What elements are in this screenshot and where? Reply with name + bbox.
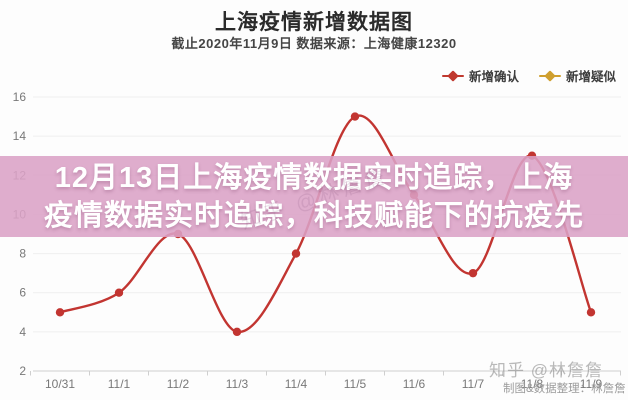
- data-point: [55, 308, 65, 317]
- y-tick-label: 4: [19, 325, 26, 339]
- headline-line-2: 疫情数据实时追踪，科技赋能下的抗疫先: [43, 199, 584, 232]
- data-point: [114, 288, 124, 297]
- line-diamond-marker-icon: [441, 69, 464, 82]
- credit-watermark: 制图&数据整理：林詹詹: [503, 383, 626, 395]
- headline-banner-overlay: 知乎 @林詹詹 12月13日上海疫情数据实时追踪，上海 疫情数据实时追踪，科技赋…: [0, 156, 628, 237]
- data-point: [468, 268, 478, 278]
- legend-item-new-confirmed[interactable]: 新增确认: [441, 66, 519, 85]
- data-point: [232, 327, 242, 337]
- legend-label: 新增确认: [468, 70, 519, 84]
- x-tick-label: 11/5: [344, 377, 367, 391]
- x-tick-label: 11/6: [403, 377, 426, 391]
- x-tick-label: 11/1: [108, 377, 131, 391]
- x-tick-label: 11/3: [226, 377, 249, 391]
- data-point: [291, 249, 301, 258]
- x-tick-label: 11/8: [521, 377, 544, 391]
- chart-legend: 新增确认 新增疑似: [441, 66, 616, 85]
- headline-line-1: 12月13日上海疫情数据实时追踪，上海: [54, 161, 574, 194]
- zhihu-watermark: 知乎 @林詹詹: [489, 361, 603, 380]
- data-point: [586, 308, 596, 317]
- y-tick-label: 2: [19, 364, 26, 378]
- x-tick-label: 11/2: [167, 377, 190, 391]
- x-tick-label: 11/7: [462, 377, 485, 391]
- y-tick-label: 14: [13, 129, 27, 143]
- chart-title: 上海疫情新增数据图: [215, 11, 413, 34]
- chart-subtitle: 截止2020年11月9日 数据来源：上海健康12320: [171, 36, 457, 51]
- y-tick-label: 16: [13, 90, 27, 104]
- line-diamond-marker-icon: [538, 69, 561, 82]
- legend-item-new-suspected[interactable]: 新增疑似: [538, 66, 616, 85]
- y-tick-label: 8: [19, 247, 26, 261]
- x-tick-label: 11/4: [285, 377, 308, 391]
- y-tick-label: 6: [19, 286, 26, 300]
- x-tick-label: 10/31: [45, 377, 75, 391]
- data-point: [350, 112, 360, 121]
- x-tick-label: 11/9: [580, 377, 603, 391]
- legend-label: 新增疑似: [565, 70, 616, 84]
